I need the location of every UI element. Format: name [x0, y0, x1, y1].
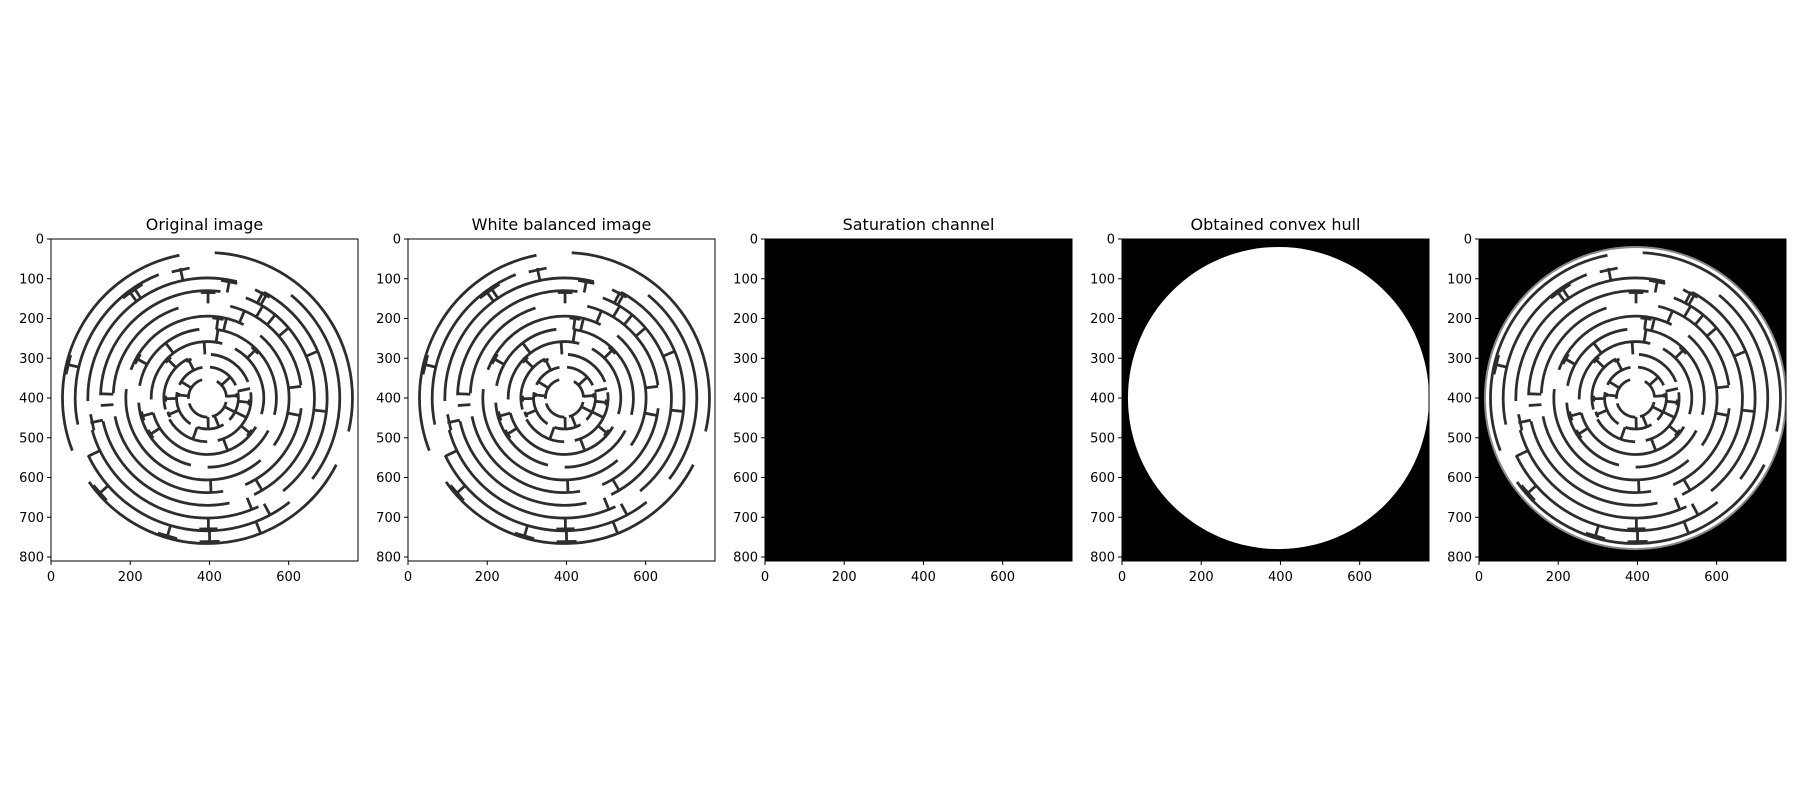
subplot-2: 0 200 400 600 0 100 200 300 400 500 600 700 800 White…	[376, 215, 716, 585]
image-background	[765, 239, 1072, 561]
subplot-title: White balanced image	[472, 215, 652, 234]
y-tick-label: 400	[19, 392, 44, 407]
y-tick-label: 300	[1090, 352, 1115, 367]
x-tick-label: 600	[633, 570, 658, 585]
y-tick-label: 100	[19, 272, 44, 287]
y-tick-label: 200	[376, 312, 401, 327]
x-tick-label: 600	[1347, 570, 1372, 585]
y-tick-label: 100	[1447, 272, 1472, 287]
x-tick-label: 400	[197, 570, 222, 585]
image-content	[1483, 245, 1786, 551]
y-tick-label: 0	[1464, 233, 1472, 248]
y-tick-label: 400	[376, 392, 401, 407]
y-tick-label: 300	[376, 352, 401, 367]
x-tick-label: 0	[1475, 570, 1483, 585]
y-tick-label: 800	[1447, 551, 1472, 566]
x-tick-label: 0	[761, 570, 769, 585]
y-tick-label: 200	[19, 312, 44, 327]
y-tick-label: 200	[733, 312, 758, 327]
y-tick-label: 600	[376, 471, 401, 486]
x-tick-label: 200	[475, 570, 500, 585]
y-tick-label: 700	[1447, 511, 1472, 526]
x-tick-label: 200	[1189, 570, 1214, 585]
y-tick-label: 700	[19, 511, 44, 526]
x-tick-label: 0	[1118, 570, 1126, 585]
y-tick-label: 100	[1090, 272, 1115, 287]
y-tick-label: 0	[750, 233, 758, 248]
y-tick-label: 500	[733, 431, 758, 446]
y-tick-label: 500	[376, 431, 401, 446]
x-tick-label: 600	[1704, 570, 1729, 585]
y-tick-label: 200	[1447, 312, 1472, 327]
y-tick-label: 300	[733, 352, 758, 367]
subplot-3: 0 200 400 600 0 100 200 300 400 500 600 700 800 Satur…	[733, 215, 1073, 585]
y-tick-label: 400	[733, 392, 758, 407]
axes-frame	[50, 238, 359, 562]
subplot-title: Saturation channel	[843, 215, 995, 234]
y-tick-label: 600	[19, 471, 44, 486]
y-tick-label: 600	[1447, 471, 1472, 486]
x-tick-label: 600	[990, 570, 1015, 585]
image-background	[408, 239, 715, 561]
y-tick-label: 700	[376, 511, 401, 526]
x-tick-label: 400	[1268, 570, 1293, 585]
y-tick-label: 200	[1090, 312, 1115, 327]
x-tick-label: 600	[276, 570, 301, 585]
x-tick-label: 0	[404, 570, 412, 585]
y-tick-label: 500	[19, 431, 44, 446]
y-tick-label: 0	[393, 233, 401, 248]
image-background	[51, 239, 358, 561]
y-tick-label: 0	[1107, 233, 1115, 248]
y-tick-label: 700	[733, 511, 758, 526]
subplot-title: Original image	[146, 215, 264, 234]
subplot-4: 0 200 400 600 0 100 200 300 400 500 600 700 800 Obtai…	[1090, 215, 1430, 585]
x-tick-label: 400	[911, 570, 936, 585]
y-tick-label: 100	[733, 272, 758, 287]
image-content	[1127, 246, 1429, 550]
subplot-5: 0 200 400 600 0 100 200 300 400 500 600 700 800	[1447, 233, 1787, 585]
y-tick-label: 600	[733, 471, 758, 486]
y-tick-label: 300	[1447, 352, 1472, 367]
y-tick-label: 800	[376, 551, 401, 566]
x-tick-label: 0	[47, 570, 55, 585]
x-tick-label: 400	[1625, 570, 1650, 585]
x-tick-label: 400	[554, 570, 579, 585]
x-tick-label: 200	[832, 570, 857, 585]
convex-hull-disc	[1127, 246, 1429, 550]
y-tick-label: 800	[19, 551, 44, 566]
x-tick-label: 200	[118, 570, 143, 585]
axes-frame	[1121, 238, 1430, 562]
subplot-1: 0 200 400 600 0 100 200 300 400 500 600 700 800 Origi…	[19, 215, 359, 585]
y-tick-label: 600	[1090, 471, 1115, 486]
axes-frame	[1478, 238, 1787, 562]
y-tick-label: 800	[733, 551, 758, 566]
y-tick-label: 300	[19, 352, 44, 367]
axes-frame	[764, 238, 1073, 562]
y-tick-label: 500	[1090, 431, 1115, 446]
y-tick-label: 400	[1447, 392, 1472, 407]
subplot-title: Obtained convex hull	[1191, 215, 1361, 234]
y-tick-label: 700	[1090, 511, 1115, 526]
y-tick-label: 100	[376, 272, 401, 287]
axes-frame	[407, 238, 716, 562]
y-tick-label: 400	[1090, 392, 1115, 407]
y-tick-label: 500	[1447, 431, 1472, 446]
x-tick-label: 200	[1546, 570, 1571, 585]
y-tick-label: 0	[36, 233, 44, 248]
y-tick-label: 800	[1090, 551, 1115, 566]
